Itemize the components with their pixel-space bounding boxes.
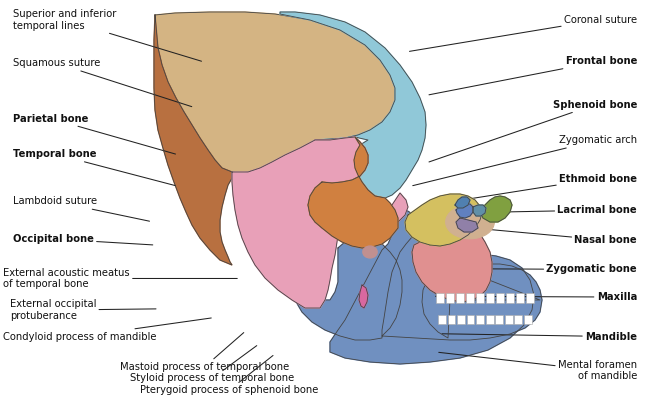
Polygon shape — [280, 12, 426, 198]
Bar — [495, 314, 503, 324]
Text: Mental foramen
of mandible: Mental foramen of mandible — [439, 352, 637, 381]
Bar — [446, 293, 454, 303]
Polygon shape — [232, 137, 408, 308]
Text: Lacrimal bone: Lacrimal bone — [437, 205, 637, 215]
Text: Temporal bone: Temporal bone — [13, 149, 176, 186]
Text: Frontal bone: Frontal bone — [429, 56, 637, 95]
Bar — [496, 293, 504, 303]
Text: Occipital bone: Occipital bone — [13, 234, 153, 245]
Bar — [486, 293, 494, 303]
Bar — [524, 314, 532, 324]
Ellipse shape — [363, 246, 377, 258]
Bar — [476, 293, 484, 303]
Bar — [516, 293, 524, 303]
Polygon shape — [330, 208, 540, 364]
Bar — [436, 293, 444, 303]
Text: Mandible: Mandible — [442, 331, 637, 342]
Bar — [438, 314, 446, 324]
Bar — [526, 293, 534, 303]
Text: Zygomatic bone: Zygomatic bone — [436, 264, 637, 275]
Polygon shape — [308, 137, 398, 248]
Text: Coronal suture: Coronal suture — [410, 15, 637, 51]
Text: Ethmoid bone: Ethmoid bone — [436, 173, 637, 204]
Polygon shape — [456, 204, 473, 218]
Text: Lambdoid suture: Lambdoid suture — [13, 196, 150, 221]
Bar — [506, 293, 514, 303]
Text: Mastoid process of temporal bone: Mastoid process of temporal bone — [120, 333, 289, 372]
Polygon shape — [412, 228, 492, 302]
Text: Zygomatic arch: Zygomatic arch — [413, 135, 637, 186]
Text: Sphenoid bone: Sphenoid bone — [429, 100, 637, 162]
Polygon shape — [295, 236, 542, 340]
Polygon shape — [155, 12, 395, 173]
Polygon shape — [455, 197, 470, 208]
Text: Superior and inferior
temporal lines: Superior and inferior temporal lines — [13, 9, 202, 61]
Bar — [448, 314, 456, 324]
Text: Squamous suture: Squamous suture — [13, 58, 192, 107]
Bar — [466, 293, 474, 303]
Bar — [467, 314, 474, 324]
Text: External acoustic meatus
of temporal bone: External acoustic meatus of temporal bon… — [3, 268, 237, 289]
Polygon shape — [405, 194, 482, 246]
Text: Condyloid process of mandible: Condyloid process of mandible — [3, 318, 211, 342]
Text: Maxilla: Maxilla — [436, 292, 637, 302]
Text: External occipital
protuberance: External occipital protuberance — [10, 299, 156, 321]
Bar — [457, 314, 465, 324]
Text: Pterygoid process of sphenoid bone: Pterygoid process of sphenoid bone — [140, 356, 318, 395]
Polygon shape — [359, 285, 368, 308]
Polygon shape — [154, 15, 232, 265]
Bar — [476, 314, 484, 324]
Polygon shape — [456, 218, 478, 232]
Bar — [486, 314, 493, 324]
Text: Nasal bone: Nasal bone — [442, 225, 637, 245]
Polygon shape — [473, 205, 486, 216]
Bar — [514, 314, 522, 324]
Text: Styloid process of temporal bone: Styloid process of temporal bone — [130, 346, 294, 384]
Text: Parietal bone: Parietal bone — [13, 113, 176, 154]
Bar — [456, 293, 464, 303]
Bar — [505, 314, 513, 324]
Ellipse shape — [446, 205, 495, 239]
Polygon shape — [480, 196, 512, 222]
